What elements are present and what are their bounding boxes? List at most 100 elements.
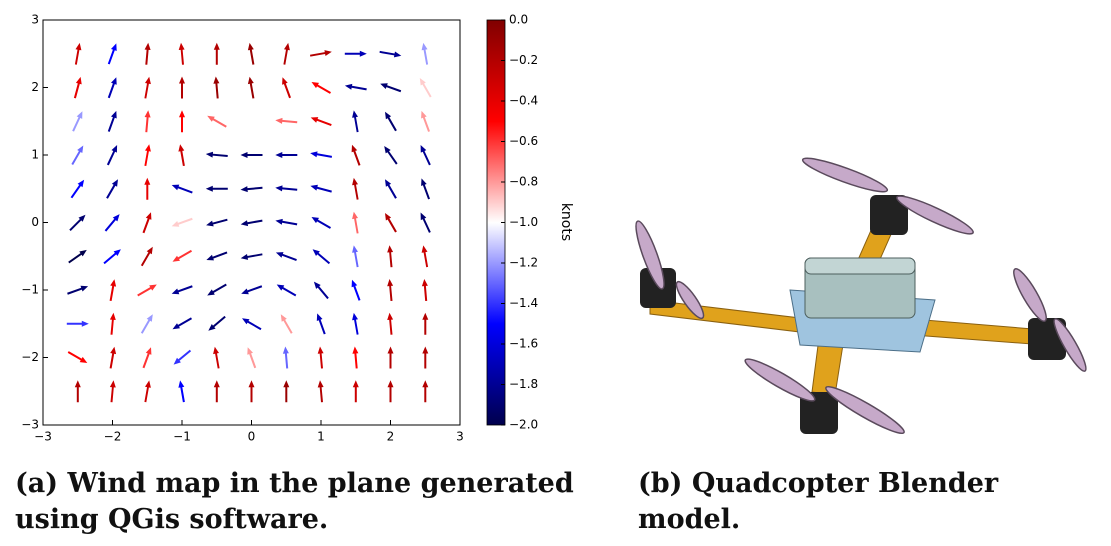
- x-tick-label: 3: [456, 430, 464, 444]
- wind-arrow: [316, 313, 326, 335]
- wind-arrow: [313, 281, 329, 300]
- wind-arrow: [106, 179, 118, 199]
- wind-arrow: [144, 144, 151, 166]
- wind-arrow: [205, 151, 228, 158]
- y-tick-label: 1: [31, 148, 39, 162]
- wind-arrow: [213, 380, 220, 403]
- colorbar-tick-label: −0.6: [509, 134, 538, 148]
- wind-arrow: [421, 42, 429, 65]
- colorbar-tick-label: −1.8: [509, 377, 538, 391]
- wind-arrow: [107, 110, 117, 132]
- y-tick-label: −3: [21, 418, 39, 432]
- wind-arrow: [172, 317, 192, 330]
- wind-arrow: [68, 249, 87, 264]
- wind-arrow: [385, 179, 397, 199]
- wind-arrow: [247, 42, 255, 65]
- wind-arrow: [67, 351, 88, 363]
- wind-arrow: [171, 184, 193, 194]
- wind-arrow: [206, 251, 228, 261]
- colorbar-label: knots: [558, 203, 574, 241]
- x-tick-label: 1: [317, 430, 325, 444]
- colorbar-tick-label: −2.0: [509, 418, 538, 432]
- wind-arrow: [179, 110, 185, 133]
- wind-arrow: [310, 151, 332, 158]
- wind-arrow: [109, 380, 116, 403]
- wind-arrow: [171, 285, 193, 295]
- x-tick-label: −1: [173, 430, 191, 444]
- wind-arrow: [422, 346, 429, 369]
- wind-arrow: [109, 346, 117, 369]
- wind-arrow: [420, 212, 431, 233]
- wind-arrow: [344, 50, 367, 57]
- wind-arrow: [311, 82, 331, 94]
- wind-arrow: [421, 279, 428, 301]
- wind-arrow: [352, 245, 359, 268]
- wind-arrow: [352, 346, 359, 369]
- wind-arrow: [379, 50, 402, 58]
- wind-arrow: [422, 380, 429, 403]
- wind-arrow: [241, 285, 263, 295]
- wind-arrow: [387, 380, 394, 403]
- wind-arrow: [421, 110, 430, 132]
- wind-arrow: [240, 186, 263, 193]
- wind-arrow: [213, 42, 220, 65]
- wind-arrow: [107, 77, 117, 99]
- wind-arrow: [310, 184, 332, 193]
- wind-arrow: [73, 76, 82, 99]
- wind-arrow: [310, 117, 332, 126]
- y-tick-label: 0: [31, 215, 39, 229]
- wind-arrow: [242, 318, 262, 331]
- wind-arrow: [384, 146, 398, 165]
- wind-arrow: [317, 380, 324, 403]
- wind-arrow: [421, 178, 430, 200]
- colorbar-tick-label: −1.2: [509, 256, 538, 270]
- wind-arrow: [283, 42, 290, 65]
- colorbar-tick-label: 0.0: [509, 13, 528, 27]
- wind-arrow: [276, 284, 297, 297]
- wind-arrow: [137, 284, 157, 297]
- wind-arrow: [106, 145, 118, 166]
- wind-arrow: [282, 346, 289, 369]
- wind-arrow: [213, 346, 220, 369]
- wind-arrow: [207, 283, 227, 296]
- wind-arrow: [144, 76, 151, 99]
- wind-arrow: [142, 347, 152, 369]
- wind-arrow: [275, 218, 298, 226]
- wind-arrow: [140, 314, 153, 334]
- wind-arrow: [66, 320, 89, 327]
- wind-arrow: [420, 145, 431, 166]
- wind-arrow: [240, 117, 263, 125]
- wind-arrow: [70, 179, 85, 199]
- wind-arrow: [312, 249, 331, 265]
- colorbar-tick-label: −0.8: [509, 175, 538, 189]
- wind-arrow: [142, 212, 152, 234]
- wind-arrow: [240, 152, 263, 158]
- caption-a: (a) Wind map in the plane generated usin…: [15, 468, 574, 535]
- colorbar-tick-label: −1.6: [509, 337, 538, 351]
- wind-arrow: [144, 42, 151, 65]
- colorbar-tick-label: −1.0: [509, 215, 538, 229]
- wind-arrow: [385, 111, 397, 132]
- wind-arrow: [178, 42, 185, 65]
- wind-arrow: [275, 152, 298, 158]
- y-tick-label: −2: [21, 350, 39, 364]
- wind-arrow: [206, 218, 228, 227]
- wind-arrow: [109, 279, 117, 301]
- wind-arrow: [311, 217, 331, 229]
- caption-b: (b) Quadcopter Blender model.: [638, 468, 999, 535]
- wind-arrow: [380, 83, 402, 93]
- wind-arrow: [74, 42, 82, 65]
- wind-arrow: [387, 245, 394, 268]
- wind-arrow: [69, 214, 86, 231]
- wind-arrow: [282, 77, 291, 99]
- wind-arrow: [107, 43, 117, 65]
- wind-arrow: [103, 249, 121, 265]
- wind-arrow: [144, 110, 151, 133]
- wind-arrow: [173, 349, 192, 365]
- wind-arrow: [351, 279, 361, 301]
- wind-arrow: [208, 315, 226, 331]
- y-tick-label: 2: [31, 80, 39, 94]
- quadcopter-model: [635, 157, 1087, 435]
- wind-arrow: [352, 211, 359, 234]
